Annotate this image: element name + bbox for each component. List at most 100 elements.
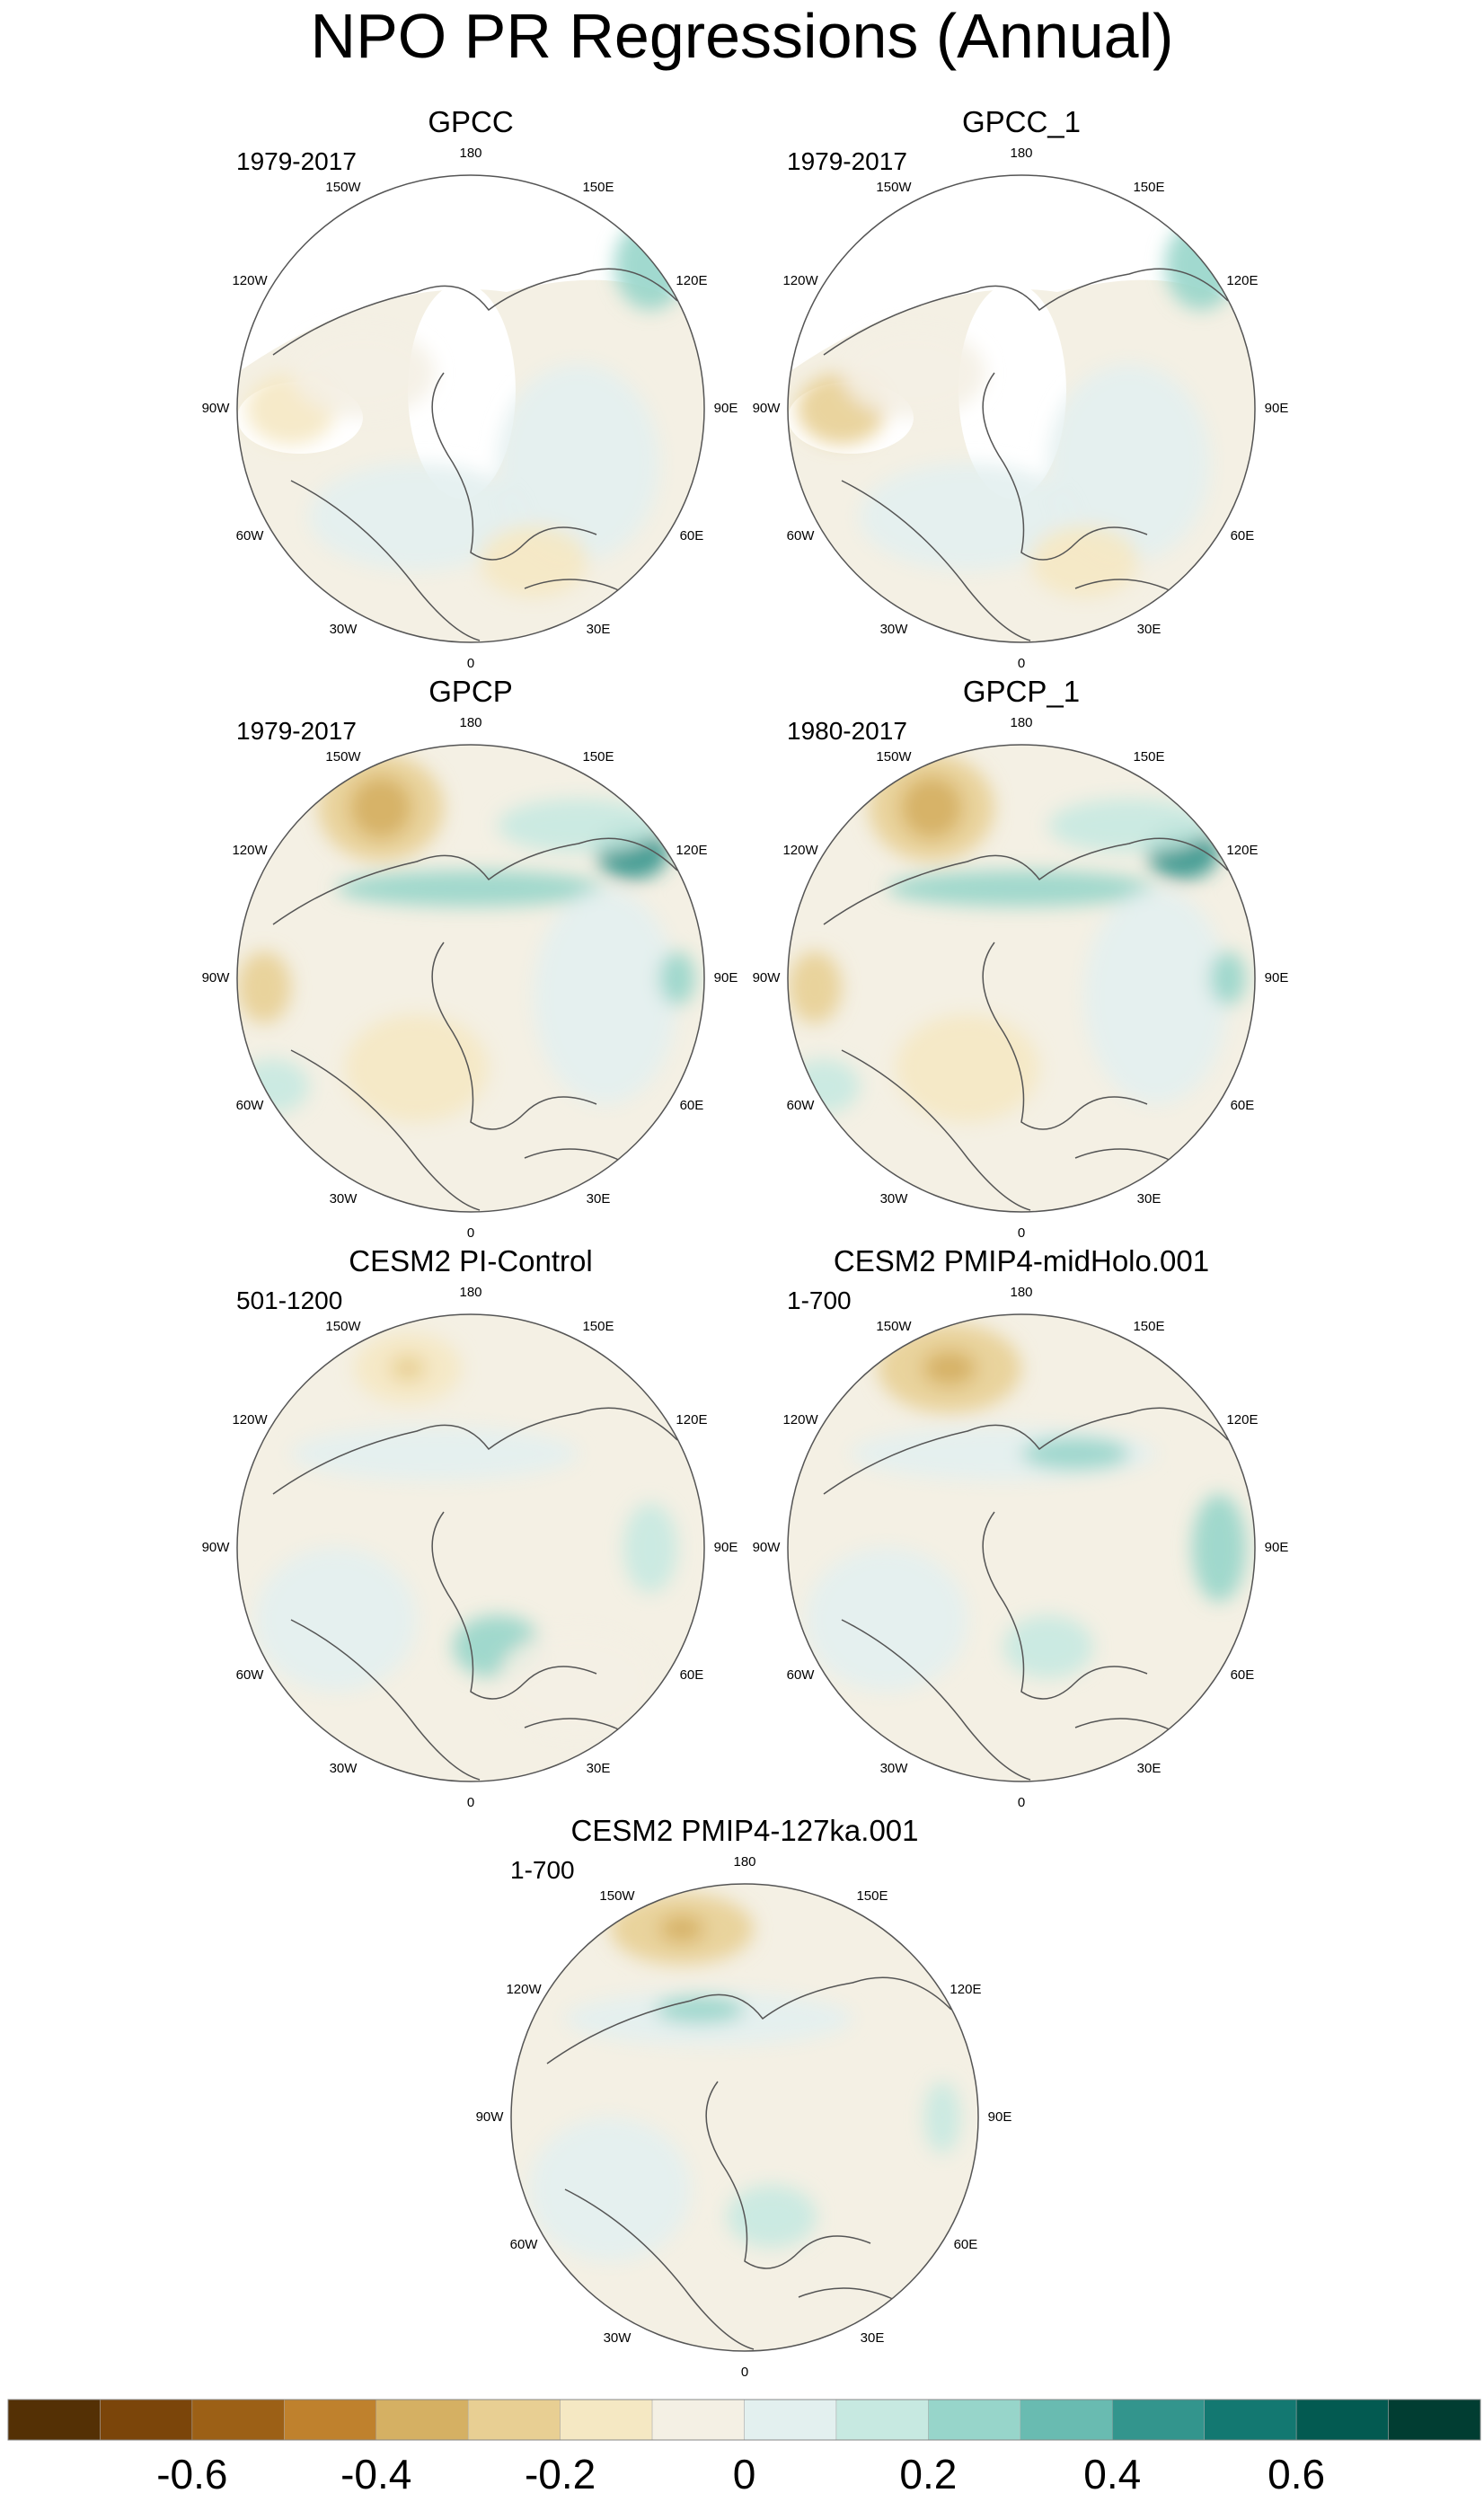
colorbar-bin [191, 2399, 285, 2441]
longitude-label: 120E [1226, 273, 1258, 288]
colorbar-bin [1020, 2399, 1113, 2441]
longitude-label: 60W [787, 1098, 816, 1113]
colorbar-tick-label: -0.6 [156, 2451, 227, 2493]
anomaly-field [806, 1323, 1246, 1692]
anomaly-contour [788, 951, 842, 1023]
longitude-label: 30W [880, 1191, 909, 1207]
anomaly-contour [842, 328, 985, 418]
colorbar-bin [928, 2399, 1021, 2441]
anomaly-contour [349, 776, 412, 839]
longitude-label: 60W [236, 1098, 265, 1113]
map-boundary [787, 174, 1256, 643]
colorbar-bin [560, 2399, 653, 2441]
longitude-label: 150E [582, 180, 614, 195]
longitude-label: 150E [582, 1319, 614, 1334]
anomaly-contour [498, 364, 659, 561]
anomaly-contour [1003, 1615, 1093, 1678]
map-panel: CESM2 PMIP4-127ka.001 1-700 180 150E 120E 90E… [476, 1814, 1012, 2380]
longitude-label: 30W [330, 1761, 358, 1776]
longitude-label: 0 [1018, 1225, 1025, 1241]
longitude-label: 150E [1133, 1319, 1164, 1334]
colorbar-bin [651, 2399, 745, 2441]
anomaly-contour [896, 1014, 1039, 1122]
colorbar-bin [1388, 2399, 1481, 2441]
map-boundary [236, 174, 705, 643]
longitude-label: 120E [676, 273, 707, 288]
no-data-region [408, 283, 516, 499]
panel-period: 1979-2017 [787, 147, 907, 175]
anomaly-contour [1084, 888, 1228, 1104]
longitude-label: 0 [467, 1225, 474, 1241]
longitude-label: 90E [714, 1540, 738, 1555]
anomaly-contour [529, 2117, 691, 2261]
longitude-label: 30E [587, 622, 611, 637]
coastline [272, 837, 687, 1211]
longitude-label: 150W [325, 180, 361, 195]
longitude-label: 0 [741, 2365, 748, 2380]
longitude-label: 30W [330, 622, 358, 637]
colorbar-bin [1204, 2399, 1297, 2441]
longitude-label: 180 [1010, 715, 1032, 730]
longitude-label: 90E [1265, 1540, 1289, 1555]
longitude-label: 90E [714, 401, 738, 416]
longitude-label: 60W [236, 528, 265, 544]
longitude-label: 30W [604, 2330, 632, 2346]
anomaly-contour [1210, 951, 1246, 1005]
longitude-label: 120W [232, 273, 268, 288]
longitude-label: 60E [680, 1667, 704, 1683]
longitude-label: 90W [202, 1540, 231, 1555]
longitude-label: 90W [202, 970, 231, 986]
longitude-label: 120W [506, 1982, 542, 1997]
longitude-label: 180 [733, 1854, 755, 1870]
anomaly-contour [237, 951, 291, 1023]
colorbar-bin [1295, 2399, 1389, 2441]
colorbar-tick-label: -0.2 [525, 2451, 596, 2493]
colorbar-bin [467, 2399, 561, 2441]
longitude-label: 60W [787, 528, 816, 544]
longitude-label: 180 [459, 715, 481, 730]
longitude-label: 120W [232, 1412, 268, 1428]
map-field [788, 175, 1255, 642]
map-panel: CESM2 PMIP4-midHolo.001 1-700 180 150E 120E 9… [753, 1244, 1289, 1810]
longitude-label: 120W [232, 843, 268, 858]
longitude-label: 60W [510, 2237, 539, 2252]
longitude-label: 30E [861, 2330, 885, 2346]
longitude-label: 150W [876, 749, 912, 765]
longitude-label: 120W [782, 843, 818, 858]
anomaly-field [237, 754, 695, 1122]
longitude-label: 150E [1133, 749, 1164, 765]
longitude-label: 180 [459, 146, 481, 161]
anomaly-contour [900, 776, 963, 839]
longitude-label: 150W [325, 1319, 361, 1334]
anomaly-contour [924, 2082, 960, 2153]
anomaly-contour [806, 1548, 967, 1692]
longitude-label: 90E [1265, 970, 1289, 986]
coastline [272, 1407, 687, 1781]
longitude-label: 180 [1010, 1285, 1032, 1300]
longitude-label: 150E [582, 749, 614, 765]
anomaly-contour [623, 1503, 677, 1593]
longitude-label: 180 [1010, 146, 1032, 161]
colorbar-tick-label: -0.4 [340, 2451, 411, 2493]
longitude-label: 30E [587, 1191, 611, 1207]
anomaly-contour [390, 1355, 426, 1382]
map-field [237, 1314, 704, 1781]
anomaly-contour [1192, 1494, 1246, 1602]
anomaly-contour [534, 888, 677, 1104]
anomaly-field [255, 1332, 677, 1737]
longitude-label: 60E [1231, 1098, 1255, 1113]
map-boundary [236, 1313, 705, 1782]
longitude-label: 120W [782, 273, 818, 288]
colorbar-tick-label: 0.2 [899, 2451, 957, 2493]
longitude-label: 30E [587, 1761, 611, 1776]
longitude-label: 60E [680, 1098, 704, 1113]
panel-period: 1-700 [787, 1286, 852, 1314]
colorbar-bin [100, 2399, 193, 2441]
longitude-label: 30E [1137, 1761, 1162, 1776]
anomaly-contour [887, 871, 1156, 906]
longitude-label: 90W [476, 2109, 505, 2125]
longitude-label: 180 [459, 1285, 481, 1300]
coastline [546, 1976, 961, 2350]
panel-title: GPCP [428, 675, 513, 708]
coastline [823, 1407, 1238, 1781]
